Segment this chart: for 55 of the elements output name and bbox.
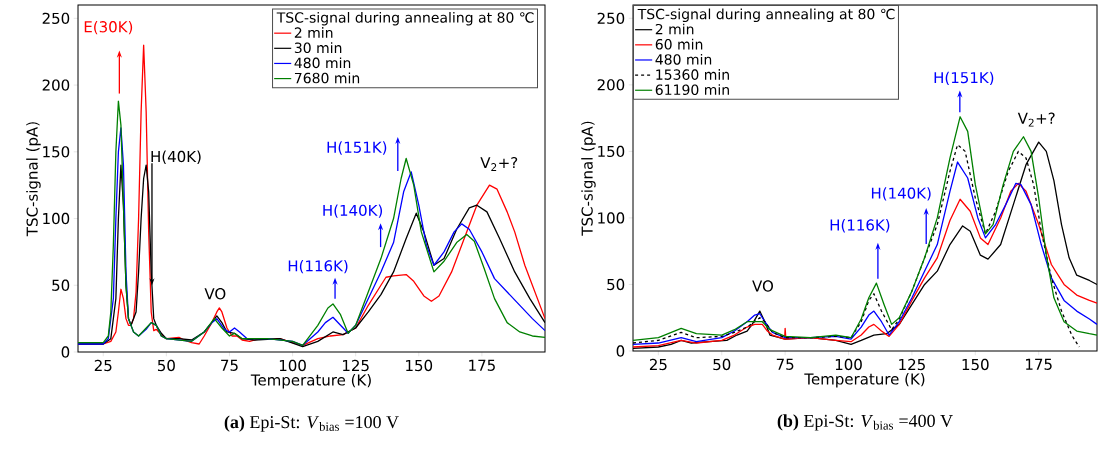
x-tick-label: 100 (279, 359, 306, 372)
x-axis-title: Temperature (K) (804, 373, 925, 388)
y-tick-label: 100 (598, 212, 625, 224)
y-tick-label: 150 (43, 146, 70, 158)
y-tick-label: 150 (598, 145, 625, 158)
y-axis-title: TSC-signal (pA) (26, 122, 41, 237)
y-tick-label: 200 (42, 79, 70, 91)
x-tick-label: 125 (343, 359, 369, 372)
annotation: H(116K) (288, 259, 348, 274)
y-axis-title: TSC-signal (pA) (581, 121, 596, 236)
y-tick-label: 250 (42, 12, 70, 25)
text: (b) Epi-St: V$_{bias}$ =400 V (777, 414, 953, 431)
x-tick-label: 75 (776, 358, 794, 370)
annotation: H(40K) (151, 150, 201, 164)
y-tick-label: 50 (607, 278, 625, 291)
legend-label: 61190 min (655, 84, 729, 96)
x-axis-title: Temperature (K) (250, 374, 371, 389)
legend-label: 2 min (294, 27, 333, 38)
text: (a) Epi-St: V$_{bias}$ =100 V (224, 415, 399, 432)
legend-label: 480 min (294, 57, 351, 69)
annotation: VO (204, 288, 226, 300)
legend-label: 480 min (655, 53, 712, 65)
legend-label: 15360 min (656, 69, 729, 80)
legend-label: 7680 min (294, 72, 360, 84)
x-tick-label: 175 (469, 359, 495, 371)
legend-label: 2 min (655, 23, 694, 35)
y-tick-label: 250 (597, 12, 625, 24)
legend-title: TSC-signal during annealing at 80 ℃ (276, 11, 534, 26)
x-tick-label: 100 (835, 358, 862, 371)
annotation: H(151K) (934, 71, 994, 86)
x-tick-label: 50 (713, 358, 731, 371)
x-tick-label: 25 (649, 358, 667, 371)
legend-label: 30 min (294, 42, 342, 54)
x-tick-label: 50 (157, 359, 175, 372)
annotation: H(151K) (327, 141, 387, 155)
y-tick-label: 100 (43, 212, 70, 225)
annotation: H(140K) (323, 204, 383, 218)
annotation: H(116K) (830, 219, 890, 233)
x-tick-label: 25 (94, 359, 112, 372)
x-tick-label: 150 (406, 359, 433, 372)
annotation: V$_{2}$+? (1017, 112, 1055, 127)
y-tick-label: 0 (61, 346, 70, 358)
annotation: H(140K) (871, 187, 931, 201)
legend-title: TSC-signal during annealing at 80 ℃ (637, 8, 895, 23)
legend-label: 60 min (655, 38, 703, 50)
y-tick-label: 0 (616, 345, 625, 357)
x-tick-label: 150 (962, 358, 989, 371)
annotation: V$_{2}$+? (480, 156, 518, 171)
y-tick-label: 200 (597, 79, 625, 91)
x-tick-label: 75 (221, 359, 238, 371)
x-tick-label: 125 (899, 358, 925, 371)
annotation: E(30K) (84, 20, 133, 35)
y-tick-label: 50 (52, 279, 70, 291)
annotation: VO (752, 280, 773, 292)
x-tick-label: 175 (1026, 358, 1052, 370)
